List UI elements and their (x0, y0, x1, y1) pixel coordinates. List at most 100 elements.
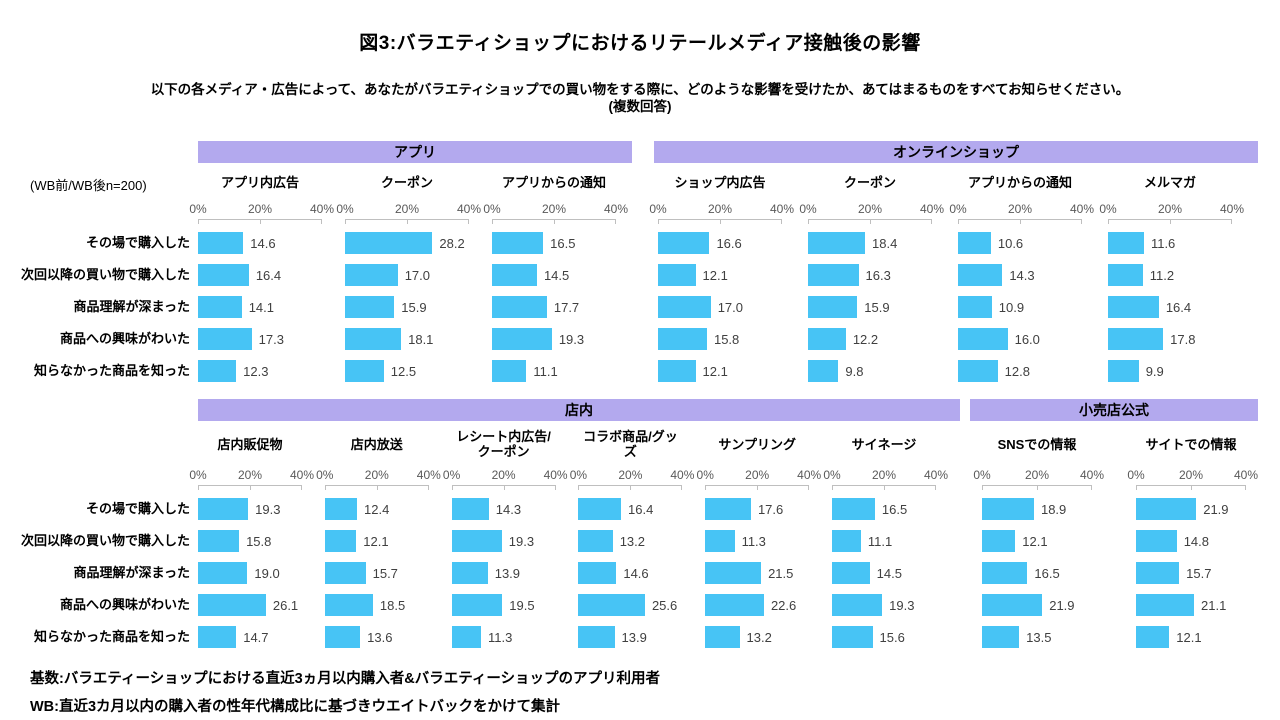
bar (1136, 498, 1197, 520)
axis-tick-mark (883, 486, 885, 490)
bar-value-label: 9.9 (1145, 363, 1164, 379)
bar-value-label: 15.9 (864, 299, 890, 315)
band-gap-spacer (960, 399, 970, 421)
bar (1108, 264, 1143, 286)
bar (198, 296, 242, 318)
axis-tick-labels: 0% 20% 40% (336, 201, 481, 219)
bar-row: 12.1 (982, 525, 1092, 557)
bar (451, 530, 502, 552)
bar-row: 13.2 (705, 621, 809, 653)
bar (982, 498, 1034, 520)
axis-tick-label: 40% (1069, 202, 1095, 216)
axis-tick-mark (757, 486, 759, 490)
bar (705, 498, 751, 520)
axis-tick-label: 20% (1178, 468, 1204, 482)
bar (198, 328, 252, 350)
band-left-spacer (0, 399, 198, 421)
bar-row: 13.2 (578, 525, 682, 557)
axis-tick-mark (931, 220, 932, 224)
bar-value-label: 22.6 (770, 597, 797, 613)
bar-row: 22.6 (705, 589, 809, 621)
footnote-wb: WB:直近3カ月以内の購入者の性年代構成比に基づきウエイトバックをかけて集計 (30, 699, 561, 715)
axis-tick-mark (503, 486, 505, 490)
bar-value-label: 16.4 (255, 267, 282, 283)
bar (451, 626, 481, 648)
bars: 12.4 12.1 15.7 18.5 13.6 (324, 493, 429, 653)
axis-tick-label: 0% (1127, 468, 1145, 482)
chart-title: 店内販促物 (217, 436, 283, 452)
bar (982, 562, 1028, 584)
bars: 14.6 16.4 14.1 17.3 12.3 (198, 227, 322, 387)
axis-tick-mark (1037, 486, 1038, 490)
axis-tick-labels: 0% 20% 40% (570, 467, 695, 485)
bar (831, 498, 875, 520)
bar-row: 10.6 (958, 227, 1082, 259)
bar (578, 530, 613, 552)
chart-title: アプリからの通知 (501, 174, 606, 190)
axis-tick-label: 0% (649, 202, 667, 216)
bar-row: 19.3 (451, 525, 556, 557)
bar-row: 13.6 (324, 621, 429, 653)
bar-value-label: 15.7 (372, 565, 398, 581)
bar-value-label: 16.3 (865, 267, 891, 283)
bar (831, 594, 883, 616)
bar-value-label: 17.0 (717, 299, 743, 315)
bar-value-label: 28.2 (439, 235, 465, 251)
bar-value-label: 13.2 (746, 629, 772, 645)
bar (958, 360, 998, 382)
axis-line (198, 485, 302, 493)
bar (808, 264, 859, 286)
bar (831, 530, 861, 552)
bar (1108, 232, 1144, 254)
group-gap-spacer (632, 163, 654, 387)
axis-tick-mark (982, 486, 983, 490)
bar (658, 360, 696, 382)
axis-tick-label: 20% (707, 202, 733, 216)
axis-tick-mark (198, 220, 199, 224)
bar (658, 232, 710, 254)
axis-tick-label: 0% (189, 202, 207, 216)
bar-row: 14.6 (198, 227, 322, 259)
chart-title: メルマガ (1143, 174, 1196, 190)
bar-value-label: 12.8 (1004, 363, 1030, 379)
axis-tick-label: 40% (923, 468, 948, 482)
chart-title: サンプリング (718, 436, 796, 452)
axis-tick-labels: 0% 20% 40% (799, 201, 944, 219)
axis-line (451, 485, 556, 493)
axis-tick-labels: 0% 20% 40% (189, 467, 314, 485)
axis-tick-mark (1191, 486, 1192, 490)
chart-title: クーポン (843, 174, 896, 190)
bar-value-label: 17.3 (258, 331, 284, 347)
bar-value-label: 16.6 (716, 235, 742, 251)
bar-row: 19.5 (451, 589, 556, 621)
bar (831, 626, 873, 648)
axis-tick-labels: 0% 20% 40% (189, 201, 334, 219)
bars: 16.4 13.2 14.6 25.6 13.9 (578, 493, 682, 653)
bar-value-label: 18.5 (379, 597, 406, 613)
bar (1108, 360, 1139, 382)
axis-tick-mark (1020, 220, 1021, 224)
bar (324, 626, 361, 648)
bar-row: 12.1 (1136, 621, 1246, 653)
chart-title: レシート内広告/クーポン (456, 429, 551, 459)
bar-value-label: 12.1 (1022, 533, 1048, 549)
axis-tick-mark (934, 486, 936, 490)
chart-title: SNSでの情報 (997, 436, 1077, 452)
row-labels-column: (WB前/WB後n=200) その場で購入した 次回以降の買い物で購入した 商品理解が… (0, 163, 198, 387)
bar-row: 19.0 (198, 557, 302, 589)
bars: 16.6 12.1 17.0 15.8 12.1 (658, 227, 782, 387)
left-header-spacer (0, 421, 198, 493)
axis-tick-label: 0% (696, 468, 714, 482)
axis-tick-mark (250, 486, 251, 490)
axis-tick-mark (407, 220, 408, 224)
row-label: 商品理解が深まった (73, 565, 190, 580)
bar (578, 498, 622, 520)
bar (705, 530, 735, 552)
axis-tick-label: 20% (237, 468, 263, 482)
bar-row: 15.9 (808, 291, 932, 323)
bars: 18.4 16.3 15.9 12.2 9.8 (808, 227, 932, 387)
bar-value-label: 9.8 (845, 363, 864, 379)
chart-title: アプリからの通知 (967, 174, 1072, 190)
axis-line (705, 485, 810, 493)
